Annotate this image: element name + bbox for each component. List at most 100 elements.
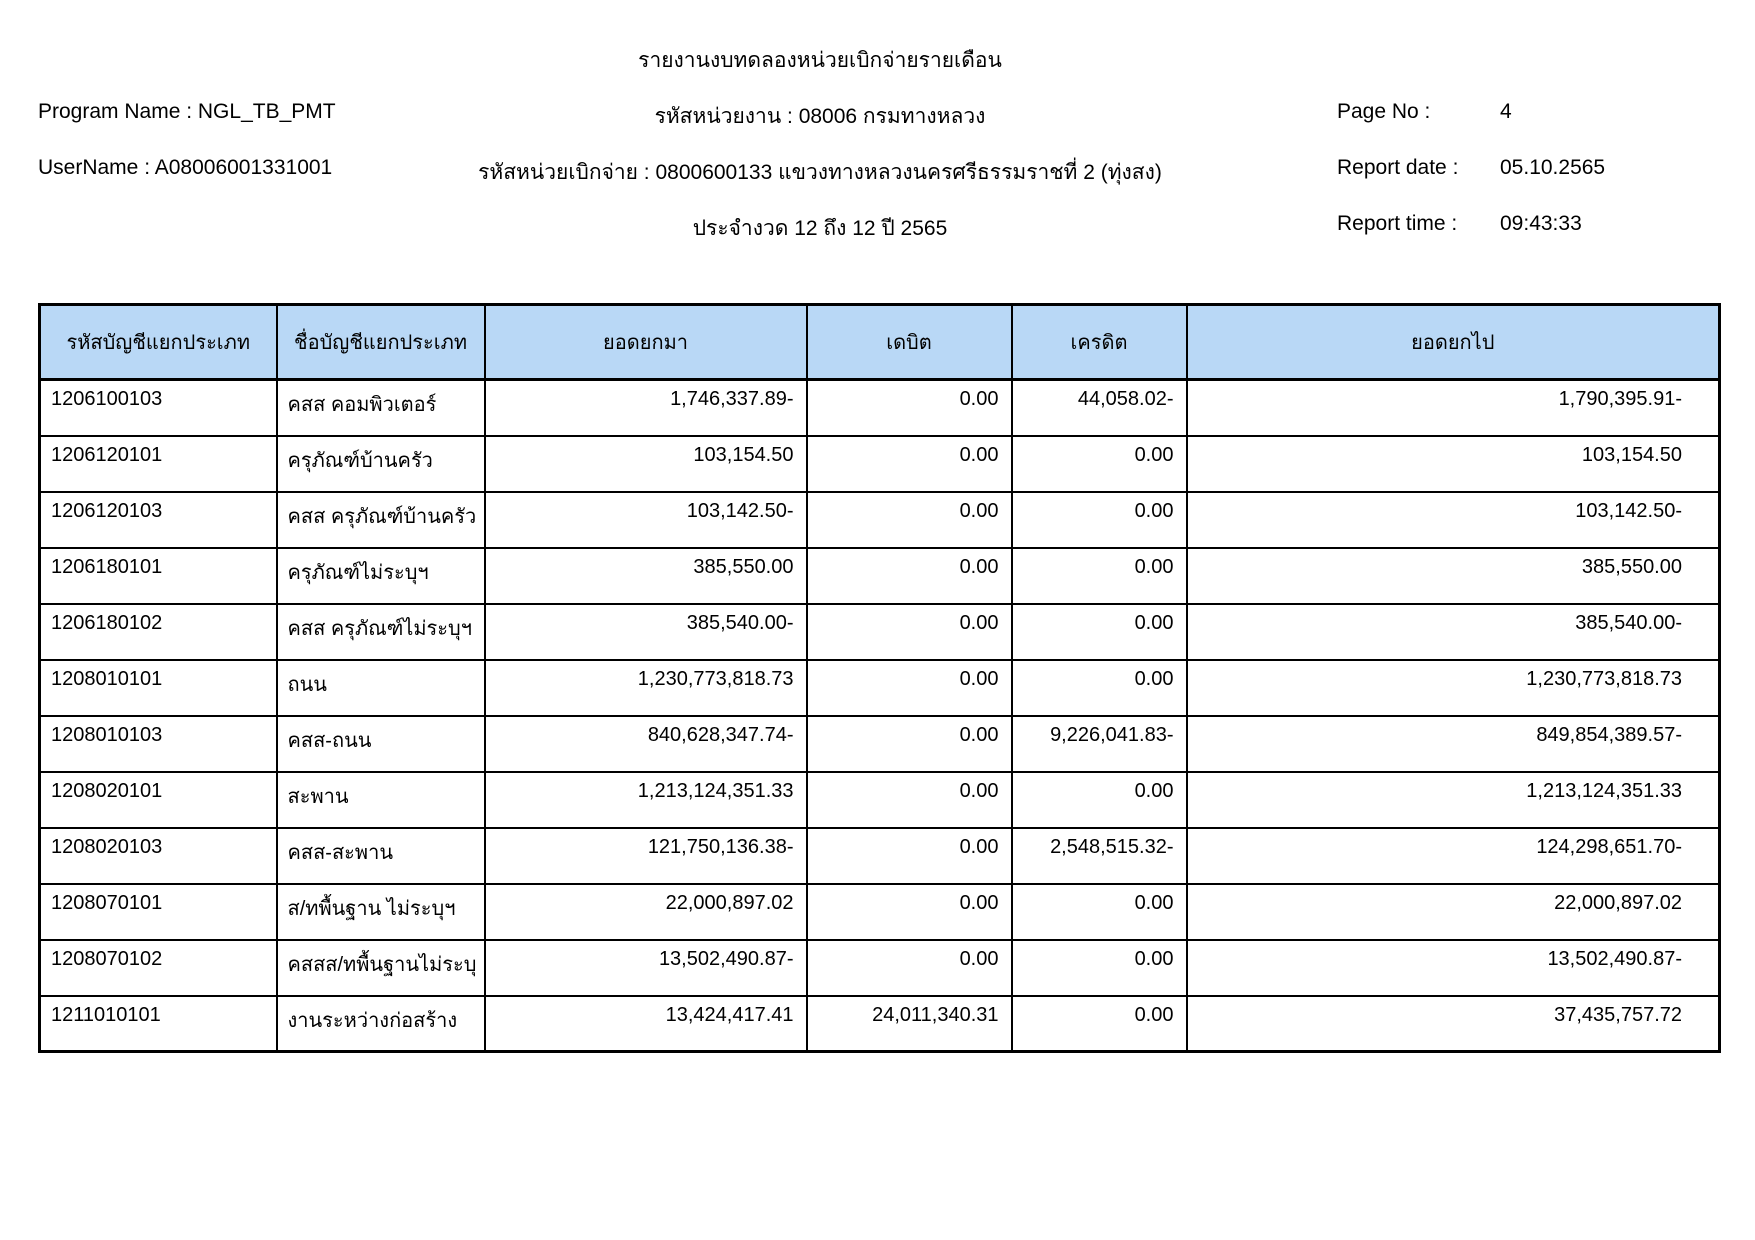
credit-cell: 0.00 — [1010, 994, 1188, 1053]
username-line: UserName : A08006001331001 — [38, 156, 332, 180]
debit-cell: 0.00 — [805, 826, 1013, 885]
table-row: 1208010103 คสส-ถนน 840,628,347.74- 0.00 9,22… — [38, 714, 1721, 773]
account-code-cell: 1208070101 — [38, 882, 278, 941]
column-header: เดบิต — [805, 303, 1013, 381]
debit-cell: 0.00 — [805, 602, 1013, 661]
balance-carried-forward-cell: 385,550.00 — [1185, 546, 1721, 605]
table-row: 1206120103 คสส ครุภัณฑ์บ้านครัว 103,142.50… — [38, 490, 1721, 549]
balance-brought-forward-cell: 121,750,136.38- — [483, 826, 808, 885]
account-code-cell: 1208070102 — [38, 938, 278, 997]
credit-cell: 9,226,041.83- — [1010, 714, 1188, 773]
balance-carried-forward-cell: 1,790,395.91- — [1185, 378, 1721, 437]
debit-cell: 0.00 — [805, 378, 1013, 437]
debit-cell: 0.00 — [805, 546, 1013, 605]
balance-carried-forward-cell: 22,000,897.02 — [1185, 882, 1721, 941]
account-name-cell: ส/ทพื้นฐาน ไม่ระบุฯ — [275, 882, 486, 941]
table-row: 1208020103 คสส-สะพาน 121,750,136.38- 0.00 2,… — [38, 826, 1721, 885]
balance-brought-forward-cell: 103,142.50- — [483, 490, 808, 549]
page-no-label: Page No : — [1337, 100, 1431, 123]
balance-carried-forward-cell: 1,213,124,351.33 — [1185, 770, 1721, 829]
account-code-cell: 1208010103 — [38, 714, 278, 773]
credit-cell: 0.00 — [1010, 546, 1188, 605]
debit-cell: 0.00 — [805, 882, 1013, 941]
balance-carried-forward-cell: 1,230,773,818.73 — [1185, 658, 1721, 717]
balance-brought-forward-cell: 385,540.00- — [483, 602, 808, 661]
balance-brought-forward-cell: 22,000,897.02 — [483, 882, 808, 941]
debit-cell: 24,011,340.31 — [805, 994, 1013, 1053]
trial-balance-table: รหัสบัญชีแยกประเภท ชื่อบัญชีแยกประเภท ยอดย… — [38, 303, 1721, 1053]
balance-brought-forward-cell: 103,154.50 — [483, 434, 808, 493]
account-code-cell: 1206180101 — [38, 546, 278, 605]
table-row: 1211010101 งานระหว่างก่อสร้าง 13,424,417.4… — [38, 994, 1721, 1053]
balance-carried-forward-cell: 103,154.50 — [1185, 434, 1721, 493]
column-header: รหัสบัญชีแยกประเภท — [38, 303, 278, 381]
table-row: 1206120101 ครุภัณฑ์บ้านครัว 103,154.50 0.00… — [38, 434, 1721, 493]
credit-cell: 0.00 — [1010, 602, 1188, 661]
balance-brought-forward-cell: 1,230,773,818.73 — [483, 658, 808, 717]
column-header: ชื่อบัญชีแยกประเภท — [275, 303, 486, 381]
credit-cell: 0.00 — [1010, 490, 1188, 549]
debit-cell: 0.00 — [805, 434, 1013, 493]
account-code-cell: 1206100103 — [38, 378, 278, 437]
debit-cell: 0.00 — [805, 770, 1013, 829]
column-header: ยอดยกไป — [1185, 303, 1721, 381]
credit-cell: 44,058.02- — [1010, 378, 1188, 437]
column-header: ยอดยกมา — [483, 303, 808, 381]
account-name-cell: คสสส/ทพื้นฐานไม่ระบุ — [275, 938, 486, 997]
balance-brought-forward-cell: 385,550.00 — [483, 546, 808, 605]
table-row: 1208010101 ถนน 1,230,773,818.73 0.00 0.00 1,2… — [38, 658, 1721, 717]
table-row: 1206180102 คสส ครุภัณฑ์ไม่ระบุฯ 385,540.00… — [38, 602, 1721, 661]
program-name-label: Program Name : — [38, 100, 193, 123]
report-time-label: Report time : — [1337, 212, 1458, 235]
page-no-value: 4 — [1500, 100, 1512, 123]
balance-brought-forward-cell: 1,213,124,351.33 — [483, 770, 808, 829]
debit-cell: 0.00 — [805, 714, 1013, 773]
balance-brought-forward-cell: 1,746,337.89- — [483, 378, 808, 437]
credit-cell: 0.00 — [1010, 882, 1188, 941]
report-date-label: Report date : — [1337, 156, 1459, 179]
table-row: 1206100103 คสส คอมพิวเตอร์ 1,746,337.89- 0.… — [38, 378, 1721, 437]
period-line: ประจำงวด 12 ถึง 12 ปี 2565 — [692, 217, 948, 240]
balance-brought-forward-cell: 13,424,417.41 — [483, 994, 808, 1053]
disbursement-unit-line: รหัสหน่วยเบิกจ่าย : 0800600133 แขวงทางหล… — [478, 161, 1162, 184]
balance-carried-forward-cell: 103,142.50- — [1185, 490, 1721, 549]
balance-carried-forward-cell: 849,854,389.57- — [1185, 714, 1721, 773]
username-value: A08006001331001 — [154, 156, 333, 179]
account-code-cell: 1208020101 — [38, 770, 278, 829]
table-row: 1208070102 คสสส/ทพื้นฐานไม่ระบุ 13,502,490… — [38, 938, 1721, 997]
username-label: UserName : — [38, 156, 151, 179]
table-row: 1206180101 ครุภัณฑ์ไม่ระบุฯ 385,550.00 0.00… — [38, 546, 1721, 605]
account-name-cell: ครุภัณฑ์ไม่ระบุฯ — [275, 546, 486, 605]
debit-cell: 0.00 — [805, 658, 1013, 717]
program-name-line: Program Name : NGL_TB_PMT — [38, 100, 336, 124]
account-name-cell: คสส-ถนน — [275, 714, 486, 773]
account-code-cell: 1206120101 — [38, 434, 278, 493]
program-name-value: NGL_TB_PMT — [197, 100, 336, 123]
account-name-cell: สะพาน — [275, 770, 486, 829]
credit-cell: 0.00 — [1010, 938, 1188, 997]
account-code-cell: 1211010101 — [38, 994, 278, 1053]
credit-cell: 0.00 — [1010, 658, 1188, 717]
credit-cell: 0.00 — [1010, 434, 1188, 493]
table-header-row: รหัสบัญชีแยกประเภท ชื่อบัญชีแยกประเภท ยอดย… — [38, 303, 1721, 381]
credit-cell: 0.00 — [1010, 770, 1188, 829]
credit-cell: 2,548,515.32- — [1010, 826, 1188, 885]
account-name-cell: คสส ครุภัณฑ์บ้านครัว — [275, 490, 486, 549]
balance-carried-forward-cell: 37,435,757.72 — [1185, 994, 1721, 1053]
account-name-cell: คสส คอมพิวเตอร์ — [275, 378, 486, 437]
account-name-cell: คสส-สะพาน — [275, 826, 486, 885]
balance-carried-forward-cell: 385,540.00- — [1185, 602, 1721, 661]
report-time-value: 09:43:33 — [1500, 212, 1582, 235]
account-code-cell: 1206120103 — [38, 490, 278, 549]
account-name-cell: ถนน — [275, 658, 486, 717]
report-title: รายงานงบทดลองหน่วยเบิกจ่ายรายเดือน — [638, 49, 1002, 72]
account-name-cell: ครุภัณฑ์บ้านครัว — [275, 434, 486, 493]
agency-line: รหัสหน่วยงาน : 08006 กรมทางหลวง — [654, 105, 986, 128]
account-name-cell: คสส ครุภัณฑ์ไม่ระบุฯ — [275, 602, 486, 661]
debit-cell: 0.00 — [805, 490, 1013, 549]
account-code-cell: 1206180102 — [38, 602, 278, 661]
debit-cell: 0.00 — [805, 938, 1013, 997]
account-name-cell: งานระหว่างก่อสร้าง — [275, 994, 486, 1053]
table-row: 1208020101 สะพาน 1,213,124,351.33 0.00 0.00 1… — [38, 770, 1721, 829]
